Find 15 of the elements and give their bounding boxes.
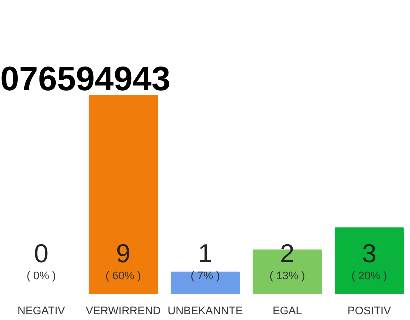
data-label: 9 [116, 238, 131, 268]
x-tick-label: NEGATIV [18, 306, 66, 318]
data-label: 1 [198, 238, 213, 268]
x-tick-label: UNBEKANNTE [168, 306, 244, 318]
annotation: ( 60% ) [106, 270, 142, 282]
annotation: ( 13% ) [270, 270, 306, 282]
annotation: ( 0% ) [26, 270, 56, 282]
x-tick-label: EGAL [272, 306, 302, 318]
x-tick-label: VERWIRREND [86, 306, 162, 318]
data-label: 0 [34, 238, 49, 268]
data-label: 3 [362, 238, 377, 268]
annotation: ( 20% ) [352, 270, 388, 282]
chart-title: 076594943 [0, 60, 171, 98]
x-tick-label: POSITIV [348, 306, 392, 318]
annotation: ( 7% ) [190, 270, 220, 282]
